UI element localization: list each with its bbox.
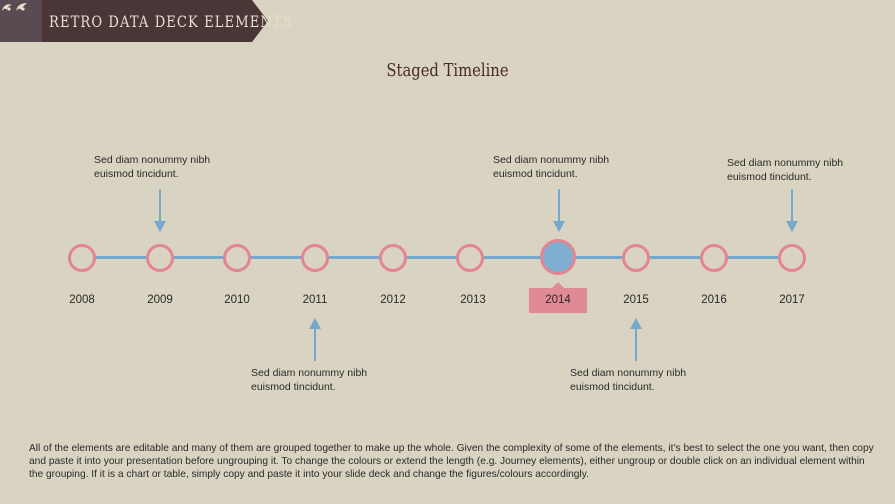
- note-2009: Sed diam nonummy nibh euismod tincidunt.: [94, 154, 211, 180]
- timeline-node-2017[interactable]: [778, 244, 806, 272]
- active-year-tag: [529, 282, 587, 313]
- year-label: 2010: [224, 294, 250, 306]
- year-label: 2012: [380, 294, 406, 306]
- timeline-node-2010[interactable]: [223, 244, 251, 272]
- timeline-node-2016[interactable]: [700, 244, 728, 272]
- arrow-down-icon: [553, 189, 565, 232]
- note-2017: Sed diam nonummy nibh euismod tincidunt.: [727, 157, 844, 183]
- year-label: 2011: [302, 294, 328, 306]
- note-2015: Sed diam nonummy nibh euismod tincidunt.: [570, 367, 687, 393]
- slide-title: Staged Timeline: [386, 60, 509, 81]
- timeline-node-2015[interactable]: [622, 244, 650, 272]
- leaf-ornament-icon: [0, 0, 42, 42]
- year-label: 2016: [701, 294, 727, 306]
- footer-instructions: All of the elements are editable and man…: [29, 443, 874, 481]
- timeline-node-2013[interactable]: [456, 244, 484, 272]
- timeline-node-2012[interactable]: [379, 244, 407, 272]
- year-label-active: 2014: [545, 294, 571, 306]
- year-label: 2017: [779, 294, 805, 306]
- arrow-up-icon: [309, 318, 321, 361]
- arrow-up-icon: [630, 318, 642, 361]
- year-label: 2008: [69, 294, 95, 306]
- year-label: 2013: [460, 294, 486, 306]
- timeline-node-2009[interactable]: [146, 244, 174, 272]
- note-2014: Sed diam nonummy nibh euismod tincidunt.: [493, 154, 610, 180]
- timeline-node-2008[interactable]: [68, 244, 96, 272]
- arrow-down-icon: [786, 189, 798, 232]
- timeline-node-2014-active[interactable]: [540, 239, 576, 275]
- year-label: 2009: [147, 294, 173, 306]
- header-banner: RETRO DATA DECK ELEMENTS: [0, 0, 292, 42]
- timeline-node-2011[interactable]: [301, 244, 329, 272]
- note-2011: Sed diam nonummy nibh euismod tincidunt.: [251, 367, 368, 393]
- timeline-line: [82, 256, 792, 259]
- header-title: RETRO DATA DECK ELEMENTS: [49, 12, 293, 31]
- arrow-down-icon: [154, 189, 166, 232]
- year-label: 2015: [623, 294, 649, 306]
- banner-ribbon-shape: [0, 0, 268, 42]
